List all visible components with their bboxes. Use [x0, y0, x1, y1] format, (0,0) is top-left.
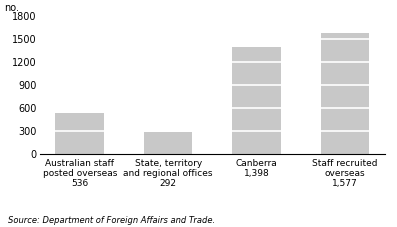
Text: Source: Department of Foreign Affairs and Trade.: Source: Department of Foreign Affairs an…: [8, 216, 215, 225]
Bar: [321, 33, 369, 154]
Bar: [56, 113, 104, 154]
Bar: [232, 47, 281, 154]
Y-axis label: no.: no.: [5, 3, 19, 13]
Bar: [144, 132, 193, 154]
